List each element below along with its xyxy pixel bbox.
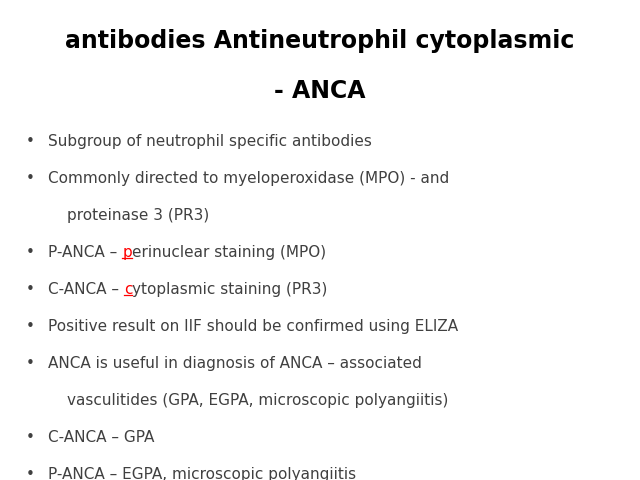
Text: •: • — [26, 134, 35, 149]
Text: P-ANCA –: P-ANCA – — [48, 245, 122, 260]
Text: •: • — [26, 282, 35, 297]
Text: C-ANCA –: C-ANCA – — [48, 282, 124, 297]
Text: P-ANCA – EGPA, microscopic polyangiitis: P-ANCA – EGPA, microscopic polyangiitis — [48, 467, 356, 480]
Text: Positive result on IIF should be confirmed using ELIZA: Positive result on IIF should be confirm… — [48, 319, 458, 334]
Text: •: • — [26, 467, 35, 480]
Text: •: • — [26, 319, 35, 334]
Text: Subgroup of neutrophil specific antibodies: Subgroup of neutrophil specific antibodi… — [48, 134, 372, 149]
Text: proteinase 3 (PR3): proteinase 3 (PR3) — [67, 208, 209, 223]
Text: •: • — [26, 171, 35, 186]
Text: Commonly directed to myeloperoxidase (MPO) - and: Commonly directed to myeloperoxidase (MP… — [48, 171, 449, 186]
Text: •: • — [26, 430, 35, 445]
Text: c: c — [124, 282, 132, 297]
Text: ytoplasmic staining (PR3): ytoplasmic staining (PR3) — [132, 282, 328, 297]
Text: C-ANCA – GPA: C-ANCA – GPA — [48, 430, 154, 445]
Text: ANCA is useful in diagnosis of ANCA – associated: ANCA is useful in diagnosis of ANCA – as… — [48, 356, 422, 371]
Text: p: p — [122, 245, 132, 260]
Text: erinuclear staining (MPO): erinuclear staining (MPO) — [132, 245, 326, 260]
Text: •: • — [26, 356, 35, 371]
Text: vasculitides (GPA, EGPA, microscopic polyangiitis): vasculitides (GPA, EGPA, microscopic pol… — [67, 393, 449, 408]
Text: - ANCA: - ANCA — [275, 79, 365, 103]
Text: antibodies Antineutrophil cytoplasmic: antibodies Antineutrophil cytoplasmic — [65, 29, 575, 53]
Text: •: • — [26, 245, 35, 260]
